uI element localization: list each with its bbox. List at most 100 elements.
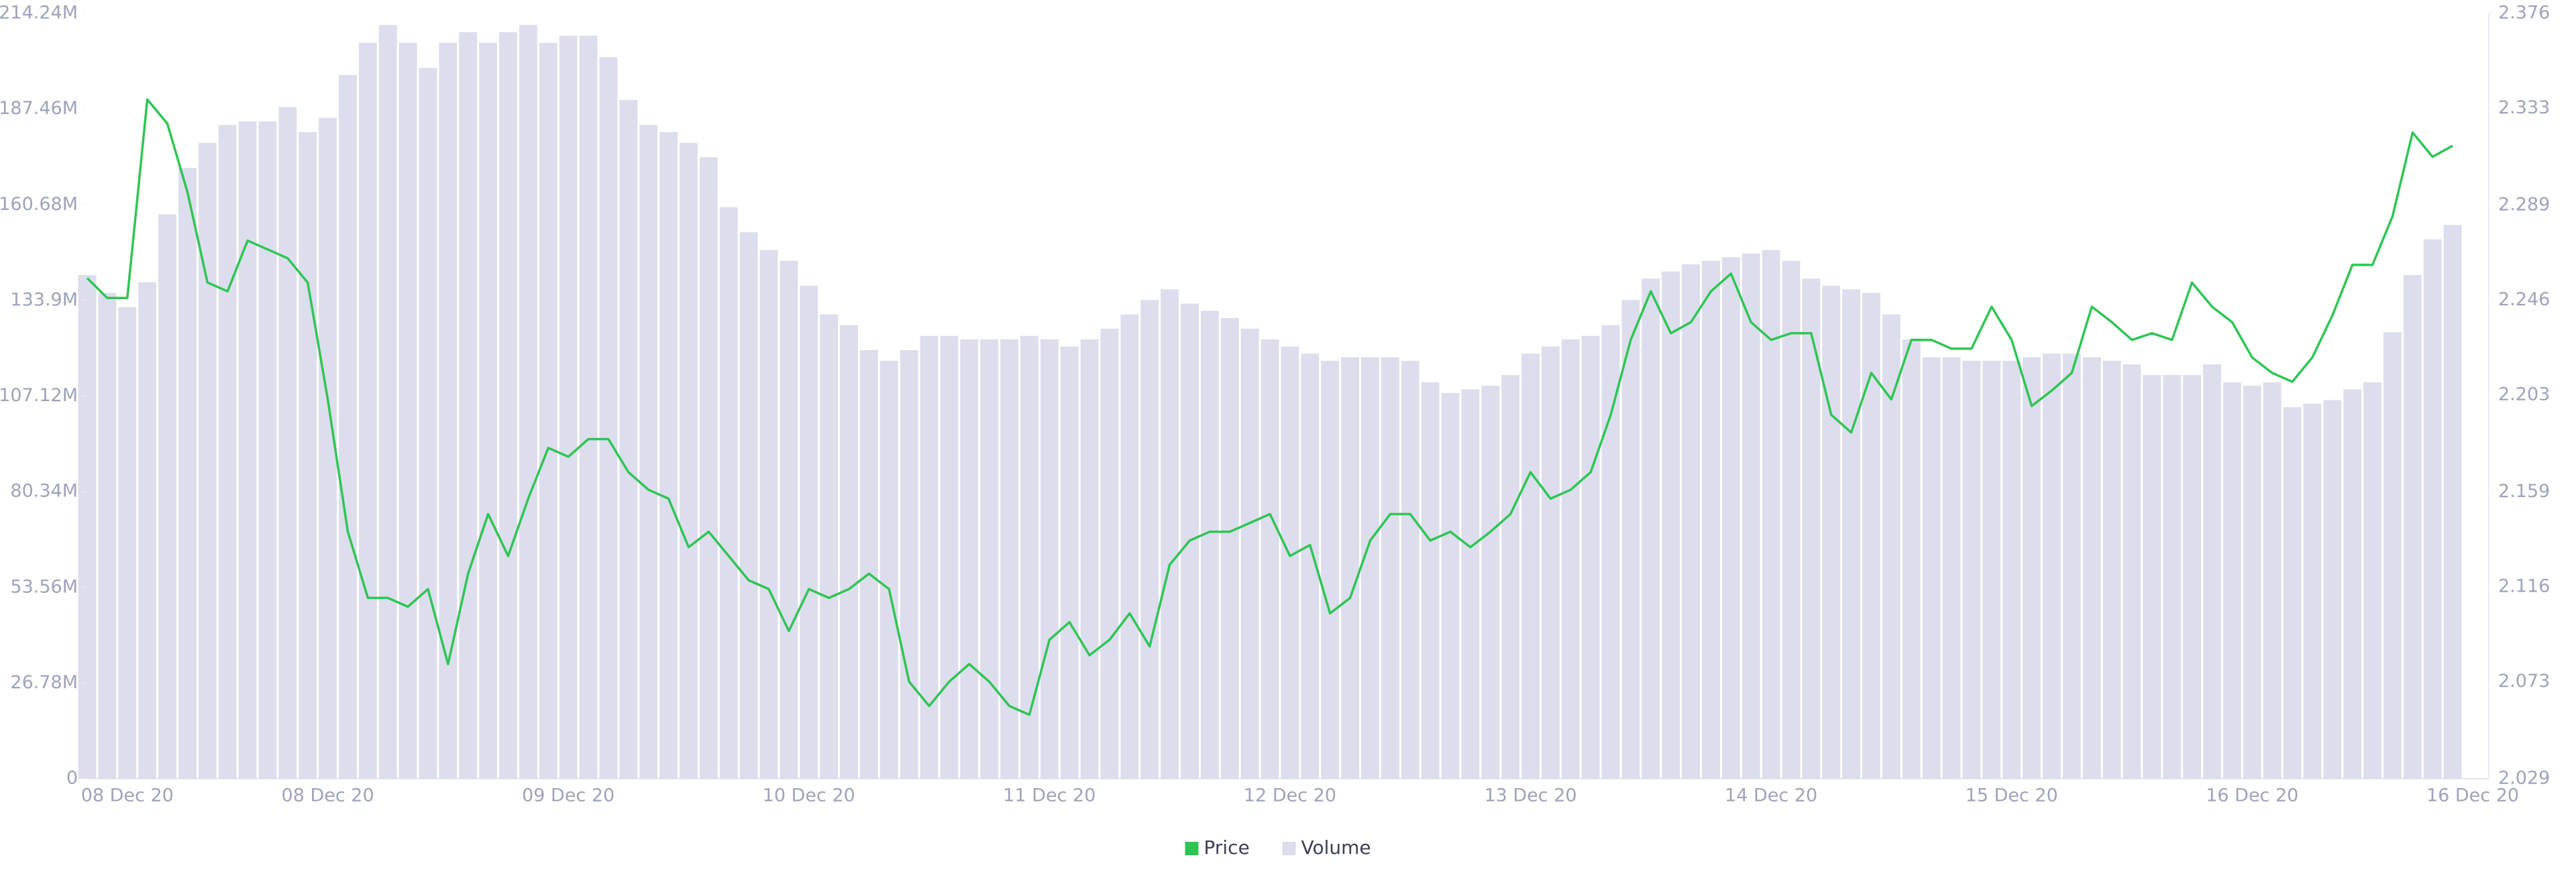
volume-bar <box>1962 360 1981 779</box>
y-tick-label: 160.68M <box>0 194 78 215</box>
volume-bar <box>1421 382 1440 779</box>
volume-bar <box>2043 353 2061 779</box>
x-tick-label: 13 Dec 20 <box>1484 785 1576 806</box>
volume-bar <box>2023 357 2041 779</box>
y-tick-label: 107.12M <box>0 385 78 406</box>
volume-bar <box>178 168 197 779</box>
volume-bar <box>1361 357 1379 779</box>
volume-bar <box>1702 260 1720 779</box>
volume-bar <box>1782 260 1801 779</box>
y-tick-label: 26.78M <box>10 672 78 693</box>
x-tick-label: 16 Dec 20 <box>2206 785 2298 806</box>
y2-tick-label: 2.159 <box>2498 481 2550 502</box>
volume-bar <box>218 125 237 779</box>
volume-bar <box>2222 382 2241 779</box>
volume-bar <box>1802 278 1821 779</box>
volume-bar <box>719 207 738 779</box>
volume-bar <box>920 335 938 779</box>
volume-bar <box>2143 375 2161 779</box>
volume-bar <box>1381 357 1399 779</box>
y2-tick-label: 2.333 <box>2498 97 2550 118</box>
volume-bar <box>238 121 257 779</box>
volume-bar <box>960 339 979 779</box>
volume-bar <box>1662 271 1680 779</box>
volume-bar <box>378 25 397 779</box>
y2-tick-label: 2.073 <box>2498 671 2550 692</box>
volume-bar <box>278 107 297 779</box>
y2-tick-label: 2.203 <box>2498 384 2550 404</box>
volume-bar <box>1080 339 1099 779</box>
volume-bar <box>198 143 217 779</box>
volume-bar <box>2423 239 2442 779</box>
volume-bar <box>659 132 678 779</box>
volume-bar <box>499 32 517 779</box>
volume-bar <box>1682 264 1701 779</box>
volume-bar <box>2163 375 2182 779</box>
volume-bar <box>258 121 277 779</box>
volume-bar <box>1862 292 1880 779</box>
volume-bar <box>1401 360 1419 779</box>
volume-bar <box>1942 357 1961 779</box>
volume-bar <box>680 143 698 779</box>
volume-bar <box>1601 325 1620 779</box>
volume-bar <box>1581 335 1600 779</box>
volume-bar <box>1501 375 1520 779</box>
bar-layer <box>78 25 2462 779</box>
legend-swatch <box>1282 842 1296 855</box>
volume-bar <box>1020 335 1038 779</box>
volume-bar <box>2303 403 2322 779</box>
volume-bar <box>2002 360 2021 779</box>
y-tick-label: 80.34M <box>10 481 78 502</box>
volume-bar <box>1741 254 1760 779</box>
x-tick-label: 11 Dec 20 <box>1003 785 1095 806</box>
volume-bar <box>900 349 918 779</box>
volume-bar <box>1842 289 1861 779</box>
volume-bar <box>879 360 898 779</box>
volume-bar <box>739 232 758 779</box>
volume-bar <box>1461 389 1480 779</box>
x-tick-label: 08 Dec 20 <box>81 785 174 806</box>
volume-bar <box>1441 392 1460 779</box>
volume-bar <box>780 260 798 779</box>
volume-bar <box>439 42 458 779</box>
volume-bar <box>1260 339 1279 779</box>
volume-bar <box>78 275 97 779</box>
volume-bar <box>579 36 598 779</box>
volume-bar <box>2203 364 2221 779</box>
volume-bar <box>1161 289 1179 779</box>
volume-bar <box>759 250 778 779</box>
volume-bar <box>1060 346 1079 779</box>
volume-bar <box>1240 328 1259 779</box>
volume-bar <box>398 42 417 779</box>
volume-bar <box>2443 225 2462 779</box>
volume-bar <box>2123 364 2141 779</box>
volume-bar <box>1621 300 1640 779</box>
volume-bar <box>299 132 317 779</box>
y-tick-label: 133.9M <box>10 289 78 310</box>
x-tick-label: 15 Dec 20 <box>1966 785 2058 806</box>
volume-bar <box>98 292 117 779</box>
y2-tick-label: 2.289 <box>2498 195 2550 215</box>
volume-bar <box>1140 300 1159 779</box>
volume-bar <box>1100 328 1119 779</box>
volume-bar <box>358 42 377 779</box>
legend-label: Price <box>1204 836 1250 859</box>
volume-bar <box>1902 339 1921 779</box>
volume-bar <box>2243 386 2261 779</box>
volume-bar <box>1321 360 1340 779</box>
volume-bar <box>158 214 176 779</box>
volume-bar <box>699 157 718 779</box>
volume-bar <box>619 100 638 779</box>
x-tick-label: 10 Dec 20 <box>763 785 855 806</box>
y2-tick-label: 2.029 <box>2498 768 2550 789</box>
y2-tick-label: 2.116 <box>2498 576 2550 596</box>
volume-bar <box>599 57 618 779</box>
volume-bar <box>1561 339 1580 779</box>
volume-bar <box>459 32 478 779</box>
y-tick-label: 0 <box>66 768 78 789</box>
x-tick-label: 08 Dec 20 <box>282 785 374 806</box>
volume-bar <box>800 286 818 779</box>
legend-label: Volume <box>1301 836 1371 859</box>
